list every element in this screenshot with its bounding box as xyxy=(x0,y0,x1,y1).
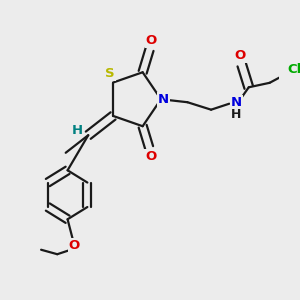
Text: H: H xyxy=(71,124,83,137)
Text: Cl: Cl xyxy=(288,63,300,76)
Text: O: O xyxy=(68,239,80,252)
Text: N: N xyxy=(231,96,242,109)
Text: O: O xyxy=(145,34,157,47)
Text: H: H xyxy=(231,108,242,121)
Text: O: O xyxy=(145,150,156,163)
Text: S: S xyxy=(106,67,115,80)
Text: O: O xyxy=(235,50,246,62)
Text: N: N xyxy=(158,93,169,106)
